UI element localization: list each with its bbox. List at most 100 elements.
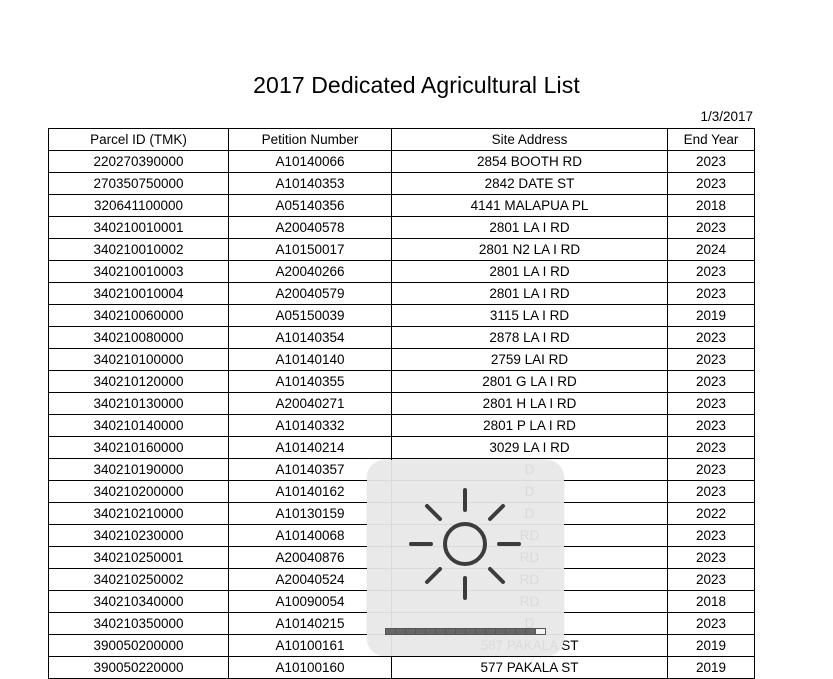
brightness-segment <box>536 629 545 634</box>
document-title: 2017 Dedicated Agricultural List <box>253 72 580 98</box>
cell-petition-number: A10100160 <box>228 656 392 679</box>
cell-petition-number: A20040578 <box>228 216 392 239</box>
cell-petition-number: A10140162 <box>228 480 392 503</box>
cell-petition-number: A10140357 <box>228 458 392 481</box>
cell-site-address: 2801 LA I RD <box>391 260 668 283</box>
cell-end-year: 2023 <box>667 260 755 283</box>
cell-petition-number: A20040266 <box>228 260 392 283</box>
cell-parcel-id: 220270390000 <box>48 150 229 173</box>
brightness-level-bar <box>385 628 546 635</box>
brightness-segment <box>426 629 435 634</box>
cell-petition-number: A10140355 <box>228 370 392 393</box>
brightness-segment <box>436 629 445 634</box>
cell-petition-number: A20040271 <box>228 392 392 415</box>
cell-end-year: 2023 <box>667 282 755 305</box>
cell-site-address: 2854 BOOTH RD <box>391 150 668 173</box>
cell-parcel-id: 340210210000 <box>48 502 229 525</box>
cell-end-year: 2023 <box>667 370 755 393</box>
cell-site-address: 2801 LA I RD <box>391 216 668 239</box>
brightness-segment <box>396 629 405 634</box>
table-row: 340210100000 A10140140 2759 LAI RD 2023 <box>48 348 755 371</box>
brightness-segment <box>526 629 535 634</box>
cell-parcel-id: 340210250002 <box>48 568 229 591</box>
cell-end-year: 2023 <box>667 414 755 437</box>
table-row: 340210060000 A05150039 3115 LA I RD 2019 <box>48 304 755 327</box>
cell-parcel-id: 340210010001 <box>48 216 229 239</box>
cell-petition-number: A10140353 <box>228 172 392 195</box>
cell-end-year: 2023 <box>667 458 755 481</box>
cell-petition-number: A10140332 <box>228 414 392 437</box>
cell-end-year: 2023 <box>667 216 755 239</box>
cell-site-address: 2759 LAI RD <box>391 348 668 371</box>
header-end-year: End Year <box>667 128 755 151</box>
cell-end-year: 2019 <box>667 656 755 679</box>
sun-icon <box>409 488 521 600</box>
cell-petition-number: A10140354 <box>228 326 392 349</box>
cell-site-address: 3029 LA I RD <box>391 436 668 459</box>
cell-parcel-id: 340210160000 <box>48 436 229 459</box>
cell-parcel-id: 340210100000 <box>48 348 229 371</box>
brightness-segment <box>386 629 395 634</box>
cell-site-address: 2801 H LA I RD <box>391 392 668 415</box>
cell-parcel-id: 340210140000 <box>48 414 229 437</box>
cell-petition-number: A20040579 <box>228 282 392 305</box>
header-parcel-id: Parcel ID (TMK) <box>48 128 229 151</box>
table-row: 340210120000 A10140355 2801 G LA I RD 2023 <box>48 370 755 393</box>
brightness-segment <box>446 629 455 634</box>
cell-end-year: 2018 <box>667 590 755 613</box>
cell-parcel-id: 390050200000 <box>48 634 229 657</box>
cell-parcel-id: 340210080000 <box>48 326 229 349</box>
cell-petition-number: A10130159 <box>228 502 392 525</box>
cell-parcel-id: 340210350000 <box>48 612 229 635</box>
cell-petition-number: A10150017 <box>228 238 392 261</box>
cell-petition-number: A10100161 <box>228 634 392 657</box>
cell-parcel-id: 340210190000 <box>48 458 229 481</box>
cell-site-address: 2801 N2 LA I RD <box>391 238 668 261</box>
brightness-segment <box>496 629 505 634</box>
cell-parcel-id: 340210250001 <box>48 546 229 569</box>
cell-petition-number: A10140140 <box>228 348 392 371</box>
cell-parcel-id: 270350750000 <box>48 172 229 195</box>
cell-end-year: 2023 <box>667 568 755 591</box>
cell-end-year: 2023 <box>667 612 755 635</box>
table-row: 320641100000 A05140356 4141 MALAPUA PL 2018 <box>48 194 755 217</box>
cell-petition-number: A05140356 <box>228 194 392 217</box>
brightness-segment <box>416 629 425 634</box>
table-row: 340210160000 A10140214 3029 LA I RD 2023 <box>48 436 755 459</box>
document-date: 1/3/2017 <box>700 109 753 124</box>
cell-parcel-id: 340210010002 <box>48 238 229 261</box>
cell-end-year: 2023 <box>667 480 755 503</box>
cell-petition-number: A05150039 <box>228 304 392 327</box>
table-row: 340210140000 A10140332 2801 P LA I RD 2023 <box>48 414 755 437</box>
table-row: 270350750000 A10140353 2842 DATE ST 2023 <box>48 172 755 195</box>
table-row: 220270390000 A10140066 2854 BOOTH RD 2023 <box>48 150 755 173</box>
brightness-segment <box>456 629 465 634</box>
cell-end-year: 2019 <box>667 634 755 657</box>
cell-petition-number: A10140214 <box>228 436 392 459</box>
cell-end-year: 2023 <box>667 348 755 371</box>
table-row: 390050220000 A10100160 577 PAKALA ST 2019 <box>48 656 755 679</box>
cell-parcel-id: 320641100000 <box>48 194 229 217</box>
cell-end-year: 2023 <box>667 546 755 569</box>
table-row: 340210080000 A10140354 2878 LA I RD 2023 <box>48 326 755 349</box>
brightness-segment <box>476 629 485 634</box>
brightness-segment <box>486 629 495 634</box>
table-row: 340210130000 A20040271 2801 H LA I RD 2023 <box>48 392 755 415</box>
cell-end-year: 2023 <box>667 150 755 173</box>
brightness-segment <box>506 629 515 634</box>
cell-end-year: 2023 <box>667 524 755 547</box>
cell-end-year: 2018 <box>667 194 755 217</box>
table-row: 340210010002 A10150017 2801 N2 LA I RD 2024 <box>48 238 755 261</box>
brightness-segment <box>466 629 475 634</box>
cell-site-address: 2801 G LA I RD <box>391 370 668 393</box>
cell-end-year: 2023 <box>667 326 755 349</box>
cell-parcel-id: 340210060000 <box>48 304 229 327</box>
table-row: 340210010004 A20040579 2801 LA I RD 2023 <box>48 282 755 305</box>
table-row: 340210010003 A20040266 2801 LA I RD 2023 <box>48 260 755 283</box>
cell-site-address: 2801 LA I RD <box>391 282 668 305</box>
table-row: 340210010001 A20040578 2801 LA I RD 2023 <box>48 216 755 239</box>
cell-parcel-id: 340210230000 <box>48 524 229 547</box>
cell-end-year: 2019 <box>667 304 755 327</box>
cell-end-year: 2024 <box>667 238 755 261</box>
cell-parcel-id: 340210200000 <box>48 480 229 503</box>
